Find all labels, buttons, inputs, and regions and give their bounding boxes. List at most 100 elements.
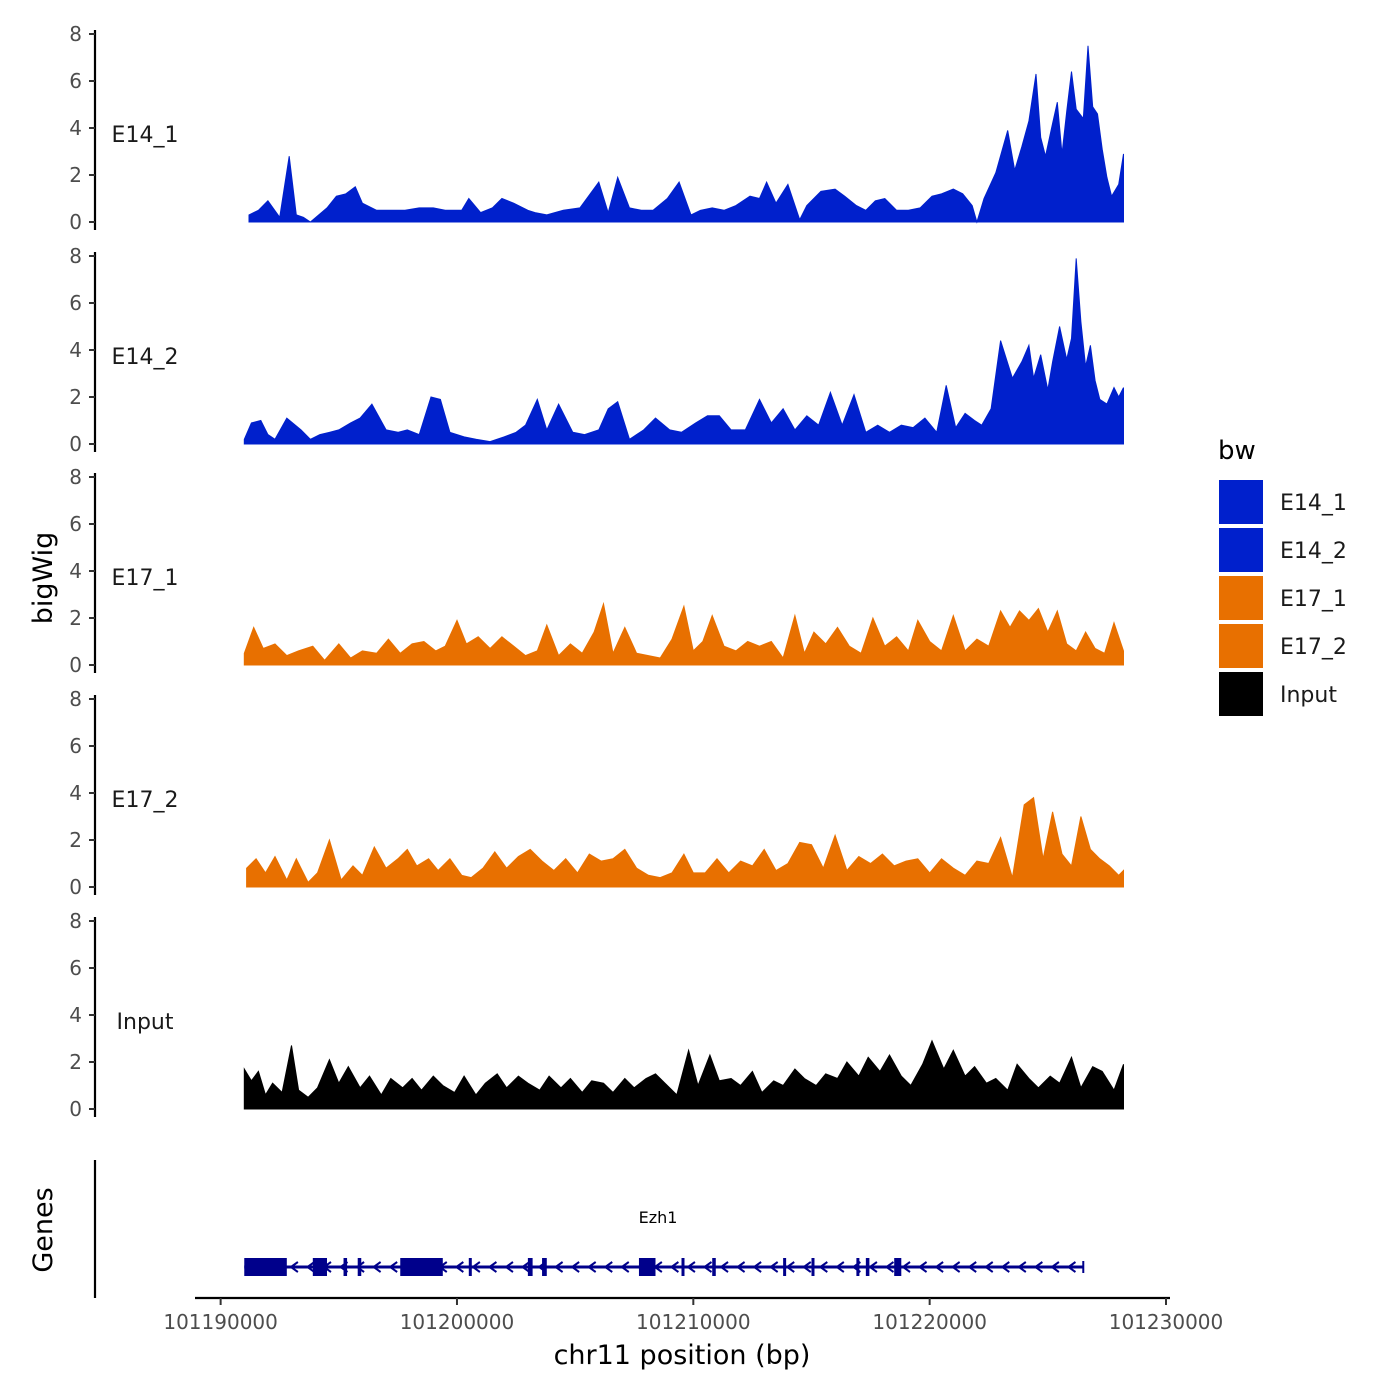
track-label-Input: Input	[117, 1010, 174, 1035]
exon-6	[527, 1258, 533, 1276]
x-tick-label-0: 101190000	[163, 1310, 278, 1334]
x-tick-label-2: 101210000	[636, 1310, 751, 1334]
y-tick-label-Input-6: 6	[69, 956, 82, 980]
coverage-area-E14_1	[248, 45, 1124, 224]
exon-5	[468, 1258, 472, 1276]
strand-arrow	[934, 1261, 944, 1273]
strand-arrow	[835, 1261, 845, 1273]
legend-label-E14_2: E14_2	[1280, 539, 1347, 564]
strand-arrow	[553, 1261, 564, 1273]
strand-arrow	[868, 1261, 878, 1273]
y-tick-label-Input-8: 8	[69, 909, 82, 933]
exon-3	[357, 1258, 362, 1276]
coverage-area-E14_2	[243, 258, 1124, 445]
strand-arrow	[603, 1261, 613, 1273]
x-tick-label-3: 101220000	[872, 1310, 987, 1334]
genes-track-title: Genes	[28, 1187, 59, 1272]
exon-13	[856, 1258, 860, 1276]
strand-arrow	[520, 1261, 531, 1273]
y-tick-label-E17_1-6: 6	[69, 512, 82, 536]
strand-arrow	[901, 1261, 911, 1273]
coverage-area-E17_2	[246, 796, 1124, 888]
legend-key-Input	[1219, 672, 1263, 716]
y-tick-label-E17_2-0: 0	[69, 875, 82, 899]
legend-label-E14_1: E14_1	[1280, 491, 1347, 516]
y-tick-label-E14_1-6: 6	[69, 69, 82, 93]
strand-arrow	[752, 1261, 762, 1273]
strand-arrow	[967, 1261, 977, 1273]
y-tick-label-E14_2-4: 4	[69, 338, 82, 362]
y-axis-title: bigWig	[28, 532, 59, 625]
legend-label-E17_2: E17_2	[1280, 635, 1347, 660]
legend-title: bw	[1218, 436, 1256, 466]
exon-0	[244, 1258, 287, 1276]
track-label-E14_1: E14_1	[112, 123, 179, 148]
strand-arrow	[686, 1261, 696, 1273]
strand-arrow	[620, 1261, 630, 1273]
legend-key-E17_2	[1219, 624, 1263, 668]
y-tick-label-E17_2-4: 4	[69, 781, 82, 805]
strand-arrow	[884, 1261, 895, 1273]
strand-arrow	[1050, 1261, 1060, 1273]
strand-arrow	[735, 1261, 746, 1273]
y-tick-label-E14_2-0: 0	[69, 432, 82, 456]
exon-15	[894, 1258, 902, 1276]
strand-arrow	[471, 1261, 481, 1273]
strand-arrow	[917, 1261, 928, 1273]
exon-8	[638, 1258, 656, 1276]
strand-arrow	[785, 1261, 795, 1273]
legend-key-E14_1	[1219, 480, 1263, 524]
exon-2	[343, 1258, 348, 1276]
y-tick-label-E14_1-2: 2	[69, 163, 82, 187]
exon-4	[400, 1258, 443, 1276]
y-tick-label-E17_1-2: 2	[69, 606, 82, 630]
y-tick-label-E14_2-2: 2	[69, 385, 82, 409]
y-tick-label-E14_1-0: 0	[69, 210, 82, 234]
strand-arrow	[1000, 1261, 1010, 1273]
exon-9	[681, 1258, 685, 1276]
gene-label: Ezh1	[639, 1208, 678, 1227]
strand-arrow	[1033, 1261, 1043, 1273]
strand-arrow	[768, 1261, 779, 1273]
strand-arrow	[802, 1261, 812, 1273]
strand-arrow	[570, 1261, 580, 1273]
legend-key-E14_2	[1219, 528, 1263, 572]
strand-arrow	[487, 1261, 498, 1273]
strand-arrow	[669, 1261, 679, 1273]
strand-arrow	[702, 1261, 713, 1273]
legend-label-E17_1: E17_1	[1280, 587, 1347, 612]
coverage-area-Input	[243, 1039, 1124, 1110]
strand-arrow	[719, 1261, 729, 1273]
exon-7	[542, 1258, 547, 1276]
y-tick-label-E17_1-8: 8	[69, 465, 82, 489]
strand-arrow	[504, 1261, 514, 1273]
y-tick-label-E14_1-4: 4	[69, 116, 82, 140]
x-axis-title: chr11 position (bp)	[554, 1340, 811, 1371]
y-tick-label-E14_2-8: 8	[69, 244, 82, 268]
y-tick-label-Input-0: 0	[69, 1097, 82, 1121]
strand-arrow	[454, 1261, 464, 1273]
x-tick-label-4: 101230000	[1109, 1310, 1224, 1334]
strand-arrow	[1066, 1261, 1077, 1273]
exon-1	[312, 1258, 327, 1276]
y-tick-label-E14_1-8: 8	[69, 22, 82, 46]
track-label-E14_2: E14_2	[112, 345, 179, 370]
track-label-E17_2: E17_2	[112, 788, 179, 813]
y-tick-label-E17_2-6: 6	[69, 734, 82, 758]
exon-14	[865, 1258, 870, 1276]
strand-arrow	[289, 1261, 299, 1273]
y-tick-label-Input-4: 4	[69, 1003, 82, 1027]
legend-label-Input: Input	[1280, 683, 1337, 708]
y-tick-label-E17_2-2: 2	[69, 828, 82, 852]
legend-key-E17_1	[1219, 576, 1263, 620]
track-label-E17_1: E17_1	[112, 566, 179, 591]
strand-arrow	[984, 1261, 994, 1273]
strand-arrow	[950, 1261, 961, 1273]
exon-11	[783, 1258, 787, 1276]
strand-arrow	[355, 1261, 365, 1273]
y-tick-label-E17_2-8: 8	[69, 687, 82, 711]
coverage-area-E17_1	[243, 601, 1124, 666]
strand-arrow	[586, 1261, 597, 1273]
strand-arrow	[388, 1261, 398, 1273]
